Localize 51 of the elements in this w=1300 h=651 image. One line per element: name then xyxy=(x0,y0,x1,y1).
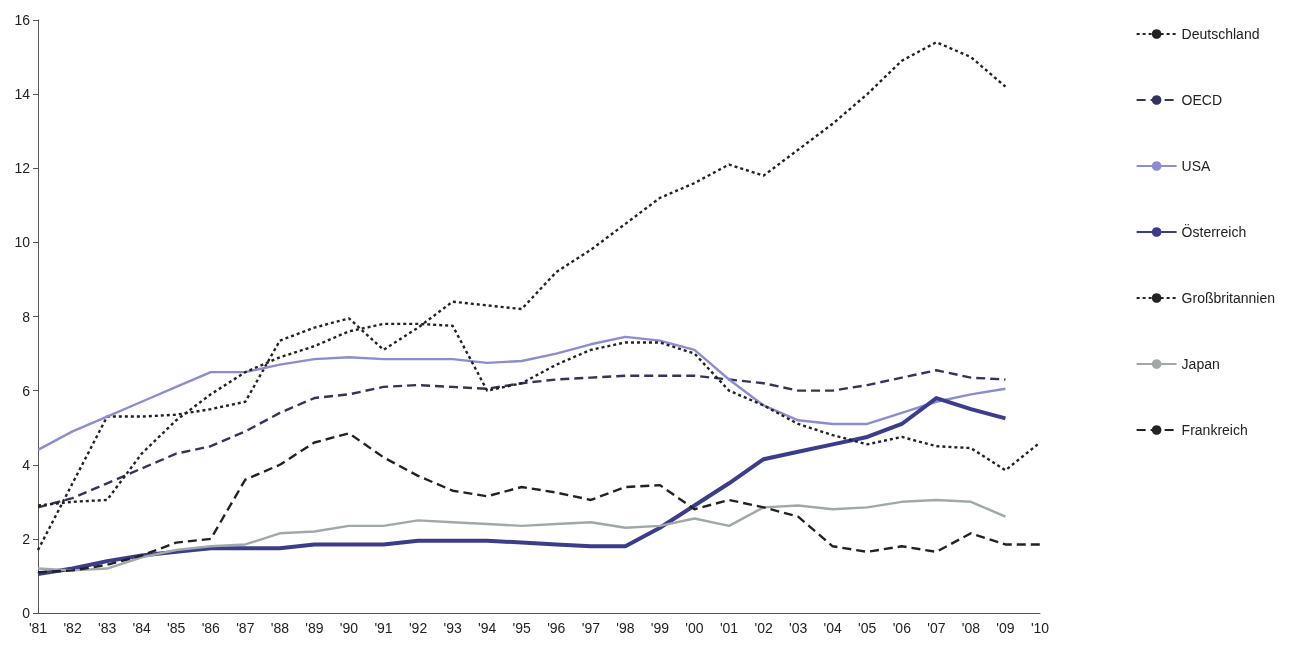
y-tick-label: 0 xyxy=(22,605,31,621)
x-tick-label: '02 xyxy=(754,620,773,636)
x-tick-label: '82 xyxy=(63,620,82,636)
x-tick-label: '98 xyxy=(616,620,635,636)
x-tick-label: '84 xyxy=(132,620,151,636)
x-tick-label: '83 xyxy=(97,620,117,636)
x-tick-label: '01 xyxy=(719,620,739,636)
legend-label: Deutschland xyxy=(1181,26,1260,42)
x-tick-label: '81 xyxy=(28,620,48,636)
x-tick-label: '87 xyxy=(236,620,255,636)
x-tick-label: '90 xyxy=(339,620,359,636)
y-tick-label: 2 xyxy=(22,530,31,547)
x-tick-label: '00 xyxy=(685,620,704,636)
x-tick-label: '86 xyxy=(201,620,221,636)
y-tick-label: 6 xyxy=(22,382,31,399)
x-tick-label: '89 xyxy=(305,620,324,636)
line-series xyxy=(36,335,1007,452)
x-tick-label: '09 xyxy=(996,620,1015,636)
line-series xyxy=(36,432,1042,574)
x-tick-label: '91 xyxy=(374,620,393,636)
x-tick-label: '97 xyxy=(581,620,601,636)
x-tick-label: '06 xyxy=(892,620,912,636)
x-tick-label: '08 xyxy=(961,620,981,636)
x-tick-label: '95 xyxy=(512,620,532,636)
y-tick-label: 14 xyxy=(14,86,31,103)
x-tick-label: '05 xyxy=(858,620,877,636)
legend-label: USA xyxy=(1181,158,1212,174)
legend-label: OECD xyxy=(1181,92,1223,108)
x-tick-label: '07 xyxy=(927,620,946,636)
legend-label: Japan xyxy=(1181,356,1220,372)
y-tick-label: 8 xyxy=(22,308,31,325)
x-tick-label: '85 xyxy=(167,620,186,636)
x-tick-label: '96 xyxy=(547,620,566,636)
line-series xyxy=(36,498,1007,572)
x-tick-label: '99 xyxy=(650,620,670,636)
line-series xyxy=(36,369,1007,509)
line-series xyxy=(36,396,1008,577)
x-tick-label: '10 xyxy=(1030,620,1050,636)
x-tick-label: '88 xyxy=(270,620,290,636)
x-tick-label: '03 xyxy=(789,620,808,636)
x-tick-label: '92 xyxy=(408,620,428,636)
x-tick-label: '04 xyxy=(823,620,843,636)
x-tick-label: '93 xyxy=(443,620,462,636)
y-tick-label: 12 xyxy=(14,160,31,177)
y-tick-label: 16 xyxy=(14,12,31,28)
legend-label: Frankreich xyxy=(1181,422,1248,438)
y-tick-label: 10 xyxy=(14,234,31,251)
y-tick-label: 4 xyxy=(22,456,31,473)
legend-label: Österreich xyxy=(1181,223,1247,240)
x-tick-label: '94 xyxy=(478,620,497,636)
legend-label: Großbritannien xyxy=(1181,290,1276,306)
